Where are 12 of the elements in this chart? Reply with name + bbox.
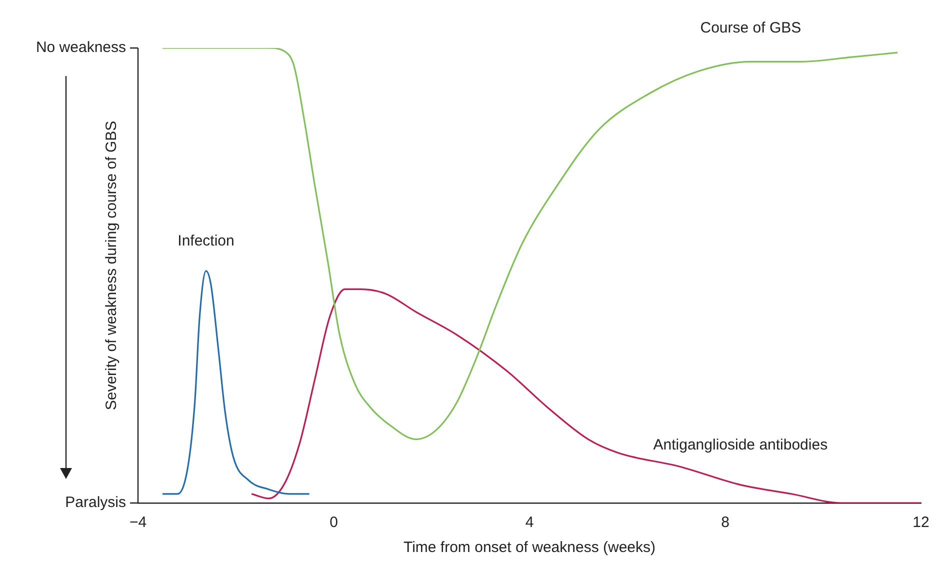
x-tick-label: 8	[721, 514, 730, 532]
series-label: Infection	[178, 232, 234, 250]
x-tick-label: 4	[525, 514, 534, 532]
x-tick-label: 12	[912, 514, 930, 532]
series-label: Antiganglioside antibodies	[653, 436, 828, 454]
text: No weakness	[36, 39, 126, 56]
text: Paralysis	[65, 494, 126, 512]
x-tick-label: −4	[129, 514, 147, 532]
x-tick-label: 0	[330, 514, 338, 532]
x-axis-title: Time from onset of weakness (weeks)	[403, 539, 656, 556]
y-axis-title: Severity of weakness during course of GBS	[103, 120, 120, 410]
series-label: Course of GBS	[700, 19, 802, 36]
